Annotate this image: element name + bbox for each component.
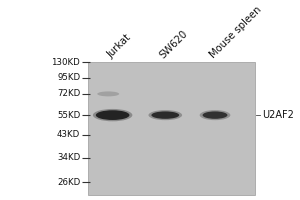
Text: 43KD: 43KD [57,130,80,139]
Text: 55KD: 55KD [57,111,80,120]
Text: 130KD: 130KD [51,58,80,67]
Ellipse shape [97,91,119,96]
Text: 95KD: 95KD [57,73,80,82]
Ellipse shape [200,110,230,120]
Text: SW620: SW620 [158,28,190,60]
Ellipse shape [148,110,182,120]
Ellipse shape [202,111,227,119]
Bar [88,62,254,195]
Ellipse shape [93,109,132,121]
Text: 72KD: 72KD [57,89,80,98]
Text: 34KD: 34KD [57,153,80,162]
Text: Jurkat: Jurkat [106,33,133,60]
Text: U2AF2: U2AF2 [262,110,294,120]
Ellipse shape [152,111,179,119]
Text: 26KD: 26KD [57,178,80,187]
Text: Mouse spleen: Mouse spleen [208,5,263,60]
Ellipse shape [96,110,129,120]
